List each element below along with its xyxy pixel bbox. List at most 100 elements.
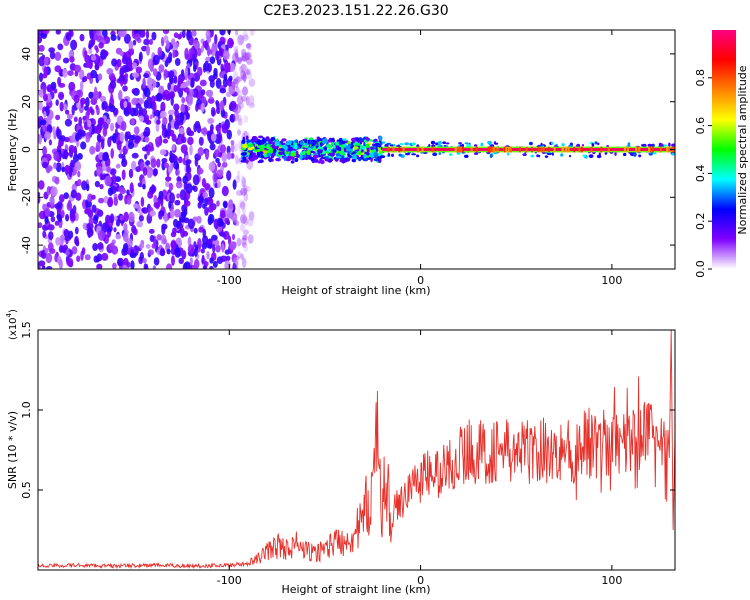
spectrogram-noise-cell	[174, 42, 179, 48]
spectrogram-halo-cell	[651, 143, 655, 148]
spectrogram-noise-cell	[160, 101, 166, 113]
spectrogram-noise-cell	[142, 183, 146, 190]
spectrogram-noise-cell	[38, 222, 43, 229]
spectrogram-noise-cell	[168, 155, 175, 163]
spectrogram-noise-cell	[133, 126, 140, 135]
spectrogram-noise-cell	[228, 39, 234, 47]
spectrogram-noise-cell	[236, 76, 243, 82]
spectrogram-noise-cell	[133, 88, 138, 94]
spectrogram-noise-cell	[230, 153, 235, 159]
spectrogram-halo-cell	[458, 142, 462, 145]
spectrogram-noise-cell	[169, 129, 175, 137]
spectrogram-line-cell	[623, 146, 626, 153]
spectrogram-line-cell	[525, 146, 528, 153]
spectrogram-noise-cell	[173, 84, 178, 93]
spectrogram-halo-cell	[538, 154, 541, 158]
spectrogram-noise-cell	[239, 37, 243, 45]
spectrogram-noise-cell	[219, 30, 226, 36]
spectrogram-halo-cell	[642, 143, 647, 148]
spectrogram-noise-cell	[149, 234, 155, 243]
spectrogram-noise-cell	[237, 129, 241, 136]
spectrogram-noise-cell	[136, 220, 143, 228]
spectrogram-halo-cell	[494, 142, 499, 145]
spectrogram-noise-cell	[242, 234, 248, 241]
spectrogram-noise-cell	[80, 141, 87, 150]
spectrogram-noise-cell	[123, 66, 131, 73]
spectrogram-halo-cell	[430, 140, 436, 145]
spectrogram-band-cell	[342, 138, 347, 141]
spectrogram-noise-cell	[70, 159, 74, 166]
spectrogram-noise-cell	[64, 118, 72, 127]
spectrogram-noise-cell	[147, 190, 154, 199]
spectrogram-band-cell	[266, 152, 272, 157]
spectrogram-band-cell	[313, 154, 319, 159]
spectrogram-noise-cell	[221, 151, 228, 163]
spectrogram-noise-cell	[229, 100, 237, 110]
spectrogram-halo-cell	[647, 143, 653, 147]
spectrogram-noise-cell	[213, 67, 218, 77]
spectrogram-noise-cell	[168, 182, 174, 191]
spectrogram-noise-cell	[161, 157, 168, 164]
spectrogram-halo-cell	[399, 143, 404, 146]
colorbar-gradient	[712, 30, 736, 269]
spectrogram-noise-cell	[171, 144, 176, 151]
spectrogram-band-cell	[363, 141, 366, 147]
spectrogram-noise-cell	[236, 169, 241, 180]
spectrogram-noise-cell	[209, 257, 214, 264]
spectrogram-line-cell	[651, 146, 654, 153]
spectrogram-noise-cell	[132, 72, 140, 78]
snr-y-tick-label: 1.0	[20, 401, 33, 419]
spectrogram-noise-cell	[181, 250, 187, 260]
spectrogram-noise-cell	[187, 96, 193, 105]
spectrogram-noise-cell	[248, 211, 255, 221]
spectrogram-line-cell	[565, 146, 568, 153]
spectrogram-noise-cell	[241, 48, 247, 58]
spectrogram-noise-cell	[44, 131, 51, 140]
spectrogram-noise-cell	[38, 44, 45, 52]
spectrogram-noise-cell	[224, 217, 230, 225]
spectrogram-band-cell	[340, 152, 346, 157]
spectrogram-line-cell	[392, 146, 395, 153]
spectrogram-noise-cell	[207, 205, 214, 213]
spectrogram-noise-cell	[82, 222, 89, 230]
spectrogram-noise-cell	[190, 77, 195, 88]
spectrogram-noise-cell	[245, 43, 251, 49]
spectrogram-noise-cell	[96, 106, 100, 116]
spectrogram-noise-cell	[93, 214, 99, 221]
spectrogram-line-cell	[454, 146, 457, 153]
spectrogram-noise-cell	[146, 45, 150, 56]
spectrogram-halo-cell	[387, 152, 391, 157]
spectrogram-noise-cell	[153, 101, 157, 113]
snr-x-tick-label: 100	[601, 574, 622, 587]
spectrogram-noise-cell	[226, 152, 232, 160]
spectrogram-line-cell	[487, 146, 490, 153]
spectrogram-line-cell	[398, 146, 401, 153]
spectrogram-line-cell	[600, 146, 603, 153]
spectrogram-noise-cell	[47, 224, 55, 231]
spectrogram-line-cell	[461, 146, 464, 153]
spectrogram-noise-cell	[202, 228, 207, 238]
snr-y-label: SNR (10 * v/v)	[6, 411, 19, 489]
spectrogram-noise-cell	[49, 248, 56, 254]
spectrogram-halo-cell	[623, 152, 627, 157]
spectrogram-noise-cell	[196, 215, 202, 224]
spectrogram-noise-cell	[101, 101, 108, 110]
spectrogram-halo-cell	[671, 143, 675, 148]
spectrogram-noise-cell	[152, 265, 156, 269]
spectrogram-noise-cell	[152, 68, 158, 77]
spectrogram-noise-cell	[228, 199, 234, 210]
spectrogram-line-cell	[607, 146, 610, 153]
spectrogram-noise-cell	[85, 61, 92, 69]
spectrogram-noise-cell	[141, 207, 146, 213]
spectrogram-noise-cell	[110, 122, 114, 132]
snr-panel: -100 0 100 0.5 1.0 1.5 Height of straight lin…	[5, 309, 676, 596]
spectrogram-noise-cell	[171, 255, 175, 266]
spectrogram-band-cell	[345, 145, 351, 150]
spectrogram-y-tick-label: 40	[20, 47, 33, 61]
spectrogram-noise-cell	[231, 253, 237, 263]
spectrogram-noise-cell	[173, 218, 179, 228]
spectrogram-noise-cell	[128, 211, 135, 223]
spectrogram-noise-cell	[91, 204, 97, 213]
spectrogram-noise-cell	[206, 35, 212, 43]
